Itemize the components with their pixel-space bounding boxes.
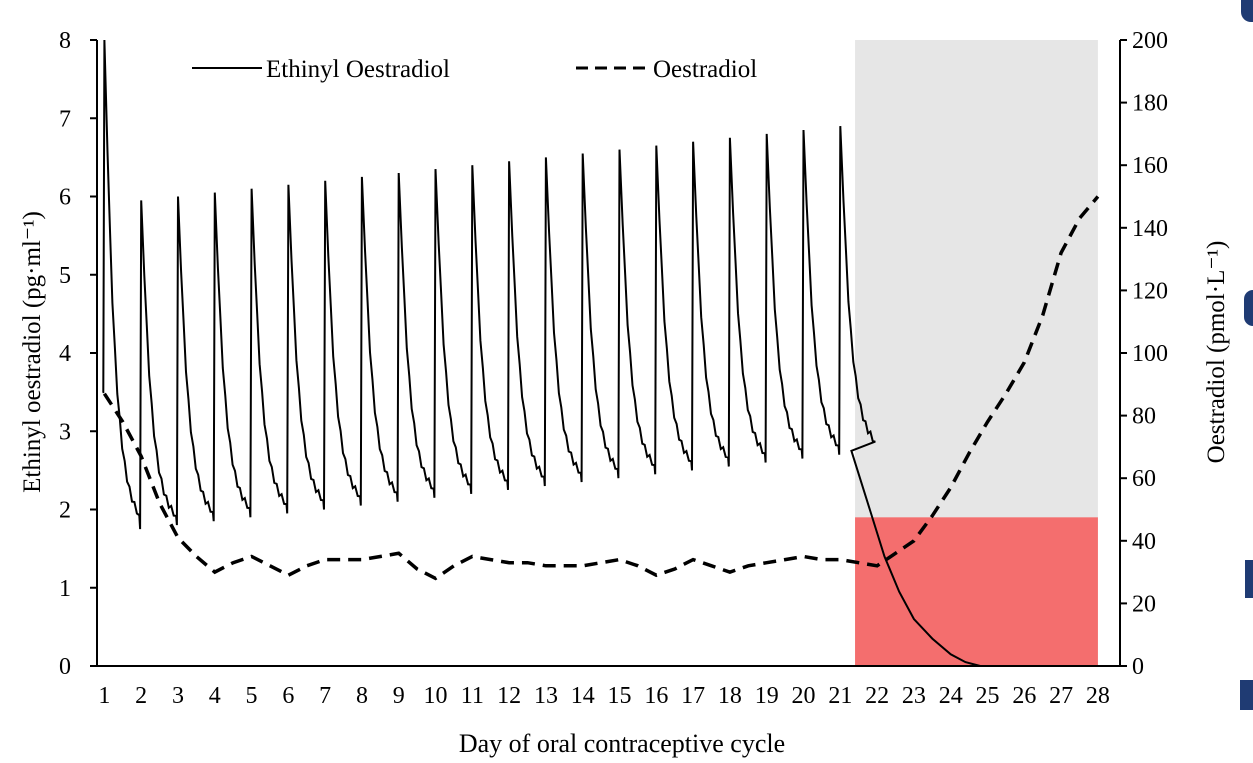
right-tick-label: 20: [1132, 591, 1156, 617]
right-axis-ticks: 0 20 40 60 80 100 120 140 160 180 200: [1120, 28, 1168, 680]
edge-decoration: [1244, 290, 1253, 326]
x-tick-label: 28: [1086, 683, 1110, 709]
ethinyl-oestradiol-line: [102, 39, 988, 667]
x-axis-title: Day of oral contraceptive cycle: [459, 729, 785, 758]
x-tick-label: 23: [902, 683, 926, 709]
edge-decoration: [1240, 680, 1253, 710]
x-tick-label: 8: [356, 683, 368, 709]
x-tick-label: 4: [209, 683, 221, 709]
left-tick-label: 1: [59, 576, 71, 602]
right-axis-title: Oestradiol (pmol·L⁻¹): [1203, 241, 1230, 464]
x-tick-label: 3: [172, 683, 184, 709]
x-tick-label: 18: [718, 683, 742, 709]
right-tick-label: 180: [1132, 91, 1168, 117]
left-tick-label: 5: [59, 263, 71, 289]
x-tick-label: 2: [135, 683, 147, 709]
legend-label-oestradiol: Oestradiol: [653, 56, 757, 83]
x-tick-label: 19: [755, 683, 779, 709]
edge-decoration: [1241, 0, 1253, 22]
x-tick-label: 22: [865, 683, 889, 709]
shaded-regions: [855, 40, 1098, 666]
x-tick-label: 15: [608, 683, 632, 709]
series-layer: [102, 39, 1100, 667]
x-tick-label: 1: [98, 683, 110, 709]
legend: Ethinyl Oestradiol Oestradiol: [192, 56, 757, 83]
left-tick-label: 2: [59, 498, 71, 524]
right-tick-label: 60: [1132, 466, 1156, 492]
right-tick-label: 0: [1132, 654, 1144, 680]
left-tick-label: 3: [59, 419, 71, 445]
x-tick-label: 27: [1049, 683, 1073, 709]
left-tick-label: 6: [59, 185, 71, 211]
left-tick-label: 8: [59, 28, 71, 54]
left-tick-label: 0: [59, 654, 71, 680]
x-tick-label: 21: [828, 683, 852, 709]
x-tick-label: 16: [644, 683, 668, 709]
low-region-red: [855, 517, 1098, 666]
right-tick-label: 40: [1132, 529, 1156, 555]
x-tick-label: 13: [534, 683, 558, 709]
right-tick-label: 140: [1132, 216, 1168, 242]
x-tick-label: 14: [571, 683, 595, 709]
x-tick-label: 20: [792, 683, 816, 709]
x-axis-ticks: 1 2 3 4 5 6 7 8 9 10 11 12 13 14 15 16 17 18 19 20 21 22 23 24 2…: [98, 683, 1110, 709]
x-tick-label: 17: [681, 683, 705, 709]
x-tick-label: 9: [393, 683, 405, 709]
x-tick-label: 26: [1012, 683, 1036, 709]
right-tick-label: 160: [1132, 153, 1168, 179]
legend-label-ethinyl: Ethinyl Oestradiol: [266, 56, 450, 83]
left-axis-ticks: 0 1 2 3 4 5 6 7 8: [59, 28, 97, 680]
right-tick-label: 100: [1132, 341, 1168, 367]
x-tick-label: 24: [939, 683, 963, 709]
right-tick-label: 120: [1132, 278, 1168, 304]
x-tick-label: 12: [497, 683, 521, 709]
left-tick-label: 4: [59, 341, 71, 367]
edge-decoration: [1245, 560, 1253, 598]
left-tick-label: 7: [59, 106, 71, 132]
x-tick-label: 5: [246, 683, 258, 709]
right-tick-label: 200: [1132, 28, 1168, 54]
x-tick-label: 6: [282, 683, 294, 709]
left-axis-title: Ethinyl oestradiol (pg·ml⁻¹): [19, 211, 46, 493]
x-tick-label: 7: [319, 683, 331, 709]
x-tick-label: 11: [461, 683, 484, 709]
x-tick-label: 10: [424, 683, 448, 709]
oestradiol-line: [102, 195, 1100, 581]
x-tick-label: 25: [976, 683, 1000, 709]
right-tick-label: 80: [1132, 404, 1156, 430]
